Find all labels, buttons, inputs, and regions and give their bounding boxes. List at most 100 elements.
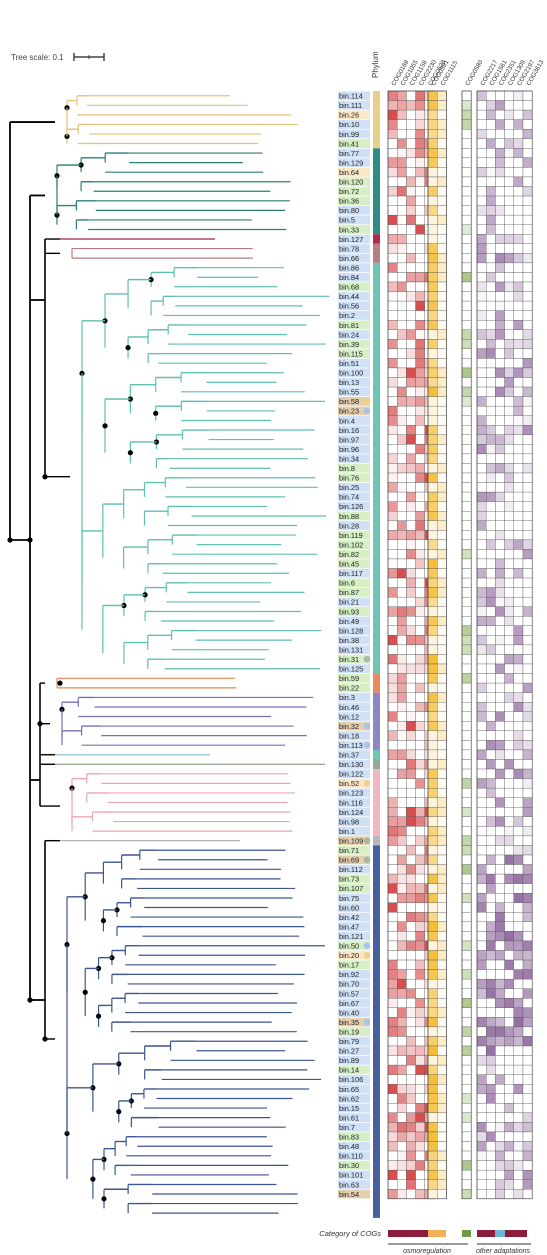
heatmap-cell <box>397 1103 407 1114</box>
heatmap-cell <box>461 778 472 789</box>
heatmap-cell <box>513 778 524 789</box>
heatmap-cell <box>415 692 425 703</box>
heatmap-cell <box>522 1007 533 1018</box>
bin-label-bg <box>338 912 370 922</box>
heatmap-cell <box>513 138 524 149</box>
heatmap-cell <box>461 616 472 626</box>
heatmap-cell <box>437 214 447 225</box>
heatmap-cell <box>406 826 416 837</box>
heatmap-cell <box>486 730 496 741</box>
heatmap-cell <box>513 663 524 674</box>
heatmap-cell <box>486 157 496 168</box>
heatmap-cell <box>504 148 514 159</box>
heatmap-cell <box>397 654 407 665</box>
heatmap-cell <box>397 176 407 187</box>
heatmap-cell <box>415 425 425 435</box>
bin-label-bg <box>338 1008 370 1017</box>
heatmap-cell <box>387 501 398 512</box>
bin-label: bin.41 <box>339 139 359 148</box>
heatmap-cell <box>513 195 524 206</box>
heatmap-cell <box>522 396 533 407</box>
heatmap-cell <box>415 329 425 340</box>
heatmap-cell <box>387 1150 398 1161</box>
heatmap-cell <box>495 883 505 894</box>
heatmap-cell <box>486 339 496 350</box>
tree-node <box>101 1196 107 1202</box>
heatmap-cell <box>495 654 505 665</box>
tree-node <box>42 474 48 480</box>
heatmap-cell <box>495 186 505 197</box>
bin-marker <box>363 837 371 844</box>
heatmap-cell <box>415 100 425 111</box>
heatmap-cell <box>504 520 514 531</box>
category-bar <box>477 1230 495 1237</box>
bin-label: bin.70 <box>339 980 359 989</box>
heatmap-cell <box>387 1074 398 1085</box>
heatmap-cell <box>427 205 438 216</box>
heatmap-cell <box>504 1007 514 1018</box>
heatmap-cell <box>406 1084 416 1094</box>
heatmap-cell <box>427 415 438 426</box>
heatmap-cell <box>387 396 398 407</box>
heatmap-cell <box>437 1074 447 1085</box>
bin-label: bin.36 <box>339 197 359 206</box>
bin-label-bg <box>338 1084 370 1094</box>
bin-marker <box>363 856 371 864</box>
heatmap-cell <box>415 511 425 521</box>
heatmap-cell <box>397 129 407 139</box>
heatmap-cell <box>406 787 416 798</box>
heatmap-cell <box>513 740 524 751</box>
heatmap-cell <box>486 568 496 579</box>
heatmap-cell <box>504 625 514 636</box>
heatmap-cell <box>513 520 524 531</box>
heatmap-cell <box>486 606 496 617</box>
heatmap-cell <box>415 415 425 426</box>
heatmap-cell <box>486 195 496 206</box>
heatmap-cell <box>397 854 407 865</box>
heatmap-cell <box>437 530 447 541</box>
heatmap-cell <box>461 300 472 311</box>
heatmap-cell <box>427 281 438 292</box>
heatmap-cell <box>437 549 447 560</box>
heatmap-cell <box>476 167 487 178</box>
heatmap-cell <box>415 1141 425 1152</box>
heatmap-cell <box>415 864 425 875</box>
heatmap-cell <box>406 129 416 139</box>
bin-label: bin.24 <box>339 330 359 339</box>
heatmap-cell <box>513 214 524 225</box>
heatmap-cell <box>406 797 416 808</box>
heatmap-cell <box>522 1036 533 1047</box>
heatmap-cell <box>476 1131 487 1142</box>
heatmap-cell <box>437 959 447 970</box>
heatmap-cell <box>513 157 524 168</box>
heatmap-cell <box>486 167 496 178</box>
heatmap-cell <box>461 119 472 130</box>
heatmap-cell <box>486 214 496 225</box>
heatmap-cell <box>387 1141 398 1152</box>
heatmap-cell <box>495 205 505 216</box>
heatmap-cell <box>486 444 496 455</box>
heatmap-cell <box>495 453 505 464</box>
heatmap-cell <box>437 673 447 684</box>
heatmap-cell <box>415 978 425 989</box>
heatmap-cell <box>415 549 425 560</box>
bin-label-bg <box>338 1189 370 1199</box>
heatmap-cell <box>415 873 425 884</box>
heatmap-cell <box>397 234 407 244</box>
heatmap-cell <box>437 1055 447 1066</box>
heatmap-cell <box>461 348 472 359</box>
bin-label-bg <box>338 100 370 110</box>
heatmap-cell <box>522 682 533 693</box>
heatmap-cell <box>504 425 514 435</box>
bin-label-bg <box>338 482 370 492</box>
heatmap-cell <box>522 367 533 378</box>
heatmap-cell <box>522 539 533 550</box>
bin-label: bin.87 <box>339 588 359 597</box>
heatmap-cell <box>437 1084 447 1094</box>
heatmap-cell <box>397 883 407 894</box>
bin-label: bin.20 <box>339 951 359 960</box>
heatmap-cell <box>486 1007 496 1018</box>
heatmap-cell <box>495 234 505 244</box>
bin-label-bg <box>338 282 370 292</box>
heatmap-cell <box>397 1150 407 1161</box>
